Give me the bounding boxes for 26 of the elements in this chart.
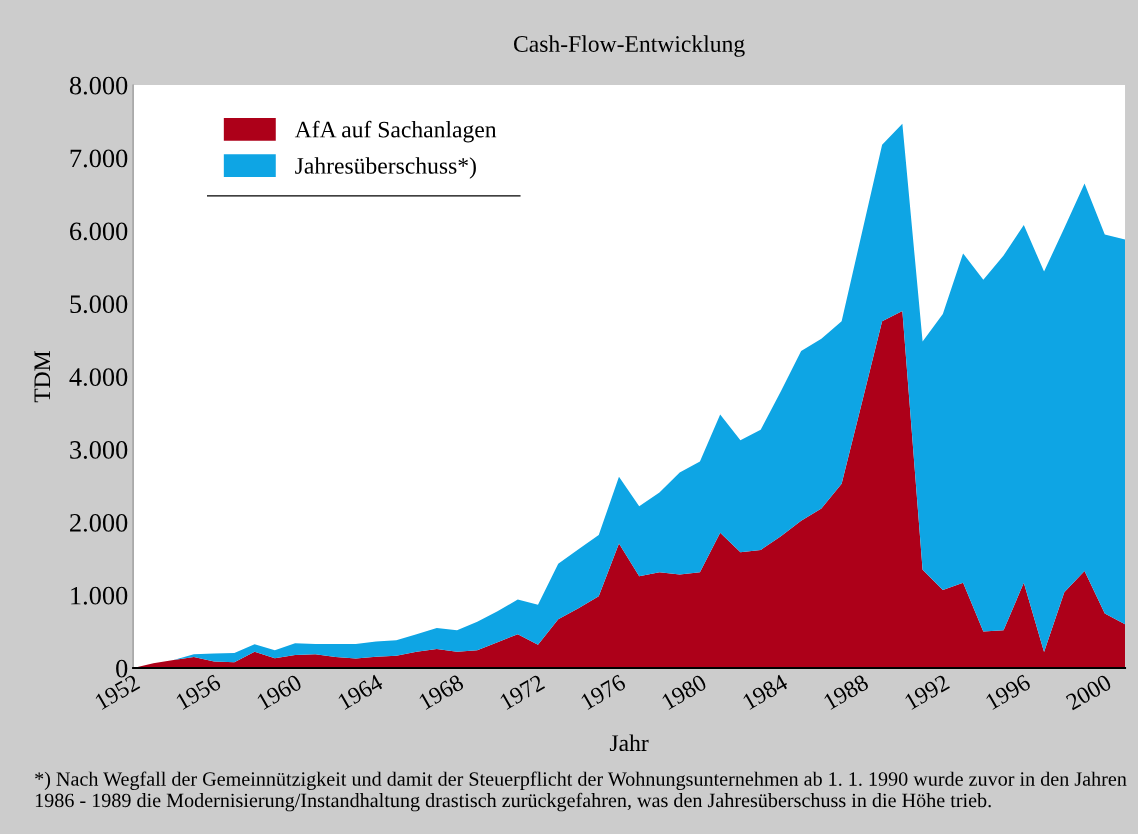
x-tick-label: 1988 bbox=[823, 673, 870, 710]
x-tick-label: 2000 bbox=[1065, 673, 1113, 711]
x-tick-label: 1972 bbox=[499, 674, 546, 710]
y-tick-label: 4.000 bbox=[69, 368, 128, 387]
x-tick-label: 1984 bbox=[742, 673, 789, 710]
y-tick-label: 3.000 bbox=[70, 441, 128, 459]
x-tick-label: 1992 bbox=[904, 674, 951, 710]
y-tick-label: 8.000 bbox=[69, 76, 128, 95]
x-tick-label: 1980 bbox=[661, 673, 708, 710]
x-tick-label: 1960 bbox=[256, 673, 303, 710]
legend-label: AfA auf Sachanlagen bbox=[294, 120, 497, 143]
chart-title: Cash-Flow-Entwicklung bbox=[513, 35, 745, 57]
x-tick-label: 1996 bbox=[985, 673, 1032, 710]
y-tick-label: 6.000 bbox=[70, 222, 128, 241]
legend-label: Jahresüberschuss*) bbox=[295, 157, 476, 179]
x-axis-title: Jahr bbox=[609, 734, 649, 752]
y-tick-label: 5.000 bbox=[70, 295, 128, 314]
y-tick-label: 2.000 bbox=[70, 513, 128, 532]
y-axis-title: TDM bbox=[34, 351, 51, 403]
y-tick-label: 1.000 bbox=[71, 586, 128, 605]
x-tick-label: 1976 bbox=[580, 673, 627, 710]
x-tick-label: 1956 bbox=[175, 673, 222, 710]
x-tick-label: 1964 bbox=[337, 673, 385, 710]
text: *) Nach Wegfall der Gemeinnützigkeit und damit der Steuerpflicht der Wohnungsunternehmen ab 1. 1. 1990 wurde zuvor in den Jahren 1986 - 1989 die Modernisierung/Instandhaltung drastisch zurückgefahren, was den Jahresüberschuss in die Höhe trieb. bbox=[35, 771, 1127, 812]
y-tick-label: 7.000 bbox=[70, 149, 128, 168]
x-tick-label: 1968 bbox=[418, 673, 465, 710]
